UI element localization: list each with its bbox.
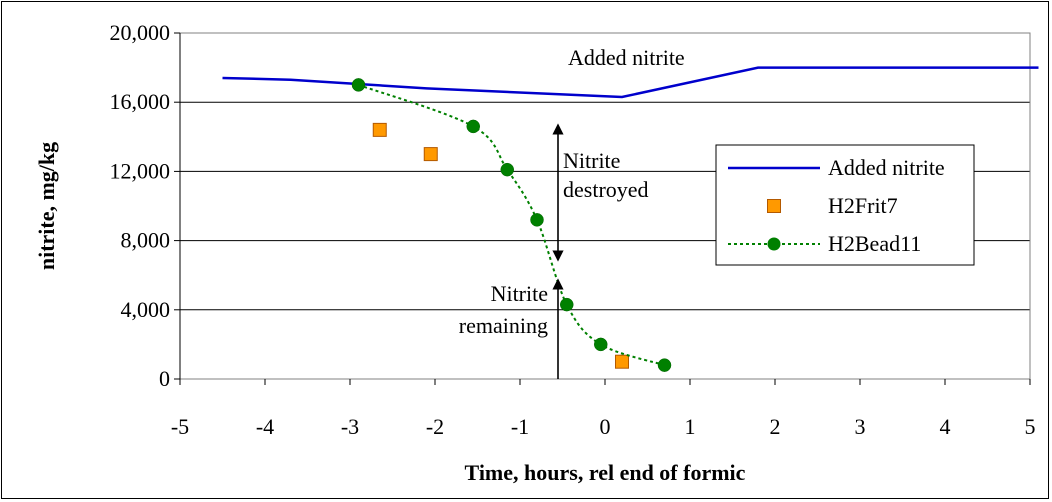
x-tick-label: -5 <box>171 414 189 439</box>
legend-label-h2bead11: H2Bead11 <box>828 231 921 256</box>
series-line-added-nitrite <box>222 66 1039 99</box>
data-point-h2frit7 <box>615 354 629 369</box>
data-point-h2bead11 <box>466 119 480 134</box>
legend: Added nitrite H2Frit7 H2Bead11 <box>715 144 975 266</box>
x-tick-label: 2 <box>770 414 781 439</box>
y-tick-label: 16,000 <box>110 89 171 114</box>
annotation-added-nitrite: Added nitrite <box>568 45 685 70</box>
series-layer <box>222 66 1039 372</box>
annotation-destroyed-line2: destroyed <box>563 177 649 202</box>
data-point-h2bead11 <box>594 337 608 352</box>
y-tick-label: 20,000 <box>110 20 171 45</box>
axis-layer: 0 4,000 8,000 12,000 16,000 20,000 -5 -4 -3 -2 -1 0… <box>110 20 1036 439</box>
legend-label-added-nitrite: Added nitrite <box>828 155 945 180</box>
annotation-remaining-line1: Nitrite <box>491 281 548 306</box>
data-point-h2bead11 <box>500 162 514 177</box>
data-point-h2bead11 <box>560 297 574 312</box>
y-tick-label: 12,000 <box>110 158 171 183</box>
y-tick-label: 8,000 <box>121 228 171 253</box>
x-tick-label: -4 <box>256 414 274 439</box>
data-point-h2bead11 <box>351 78 366 92</box>
annotation-remaining-line2: remaining <box>459 313 548 338</box>
legend-swatch-h2bead11 <box>767 237 781 251</box>
x-axis-title: Time, hours, rel end of formic <box>465 460 746 485</box>
y-tick-label: 0 <box>159 366 170 391</box>
data-point-h2frit7 <box>423 147 438 162</box>
data-point-h2bead11 <box>657 358 672 372</box>
y-tick-label: 4,000 <box>121 297 171 322</box>
data-point-h2bead11 <box>530 213 544 227</box>
y-axis-title: nitrite, mg/kg <box>34 142 59 270</box>
x-tick-label: -3 <box>341 414 359 439</box>
x-tick-label: 0 <box>600 414 611 439</box>
x-tick-label: 3 <box>855 414 866 439</box>
annotation-destroyed-line1: Nitrite <box>563 148 620 173</box>
legend-label-h2frit7: H2Frit7 <box>828 193 898 218</box>
x-tick-label: -2 <box>426 414 444 439</box>
x-tick-label: 1 <box>685 414 696 439</box>
annotation-layer: Added nitrite Nitrite destroyed Nitrite … <box>459 45 685 379</box>
x-tick-label: -1 <box>511 414 529 439</box>
legend-swatch-h2frit7 <box>767 199 781 213</box>
data-point-h2frit7 <box>372 122 387 137</box>
x-tick-label: 5 <box>1025 414 1036 439</box>
x-tick-label: 4 <box>940 414 951 439</box>
